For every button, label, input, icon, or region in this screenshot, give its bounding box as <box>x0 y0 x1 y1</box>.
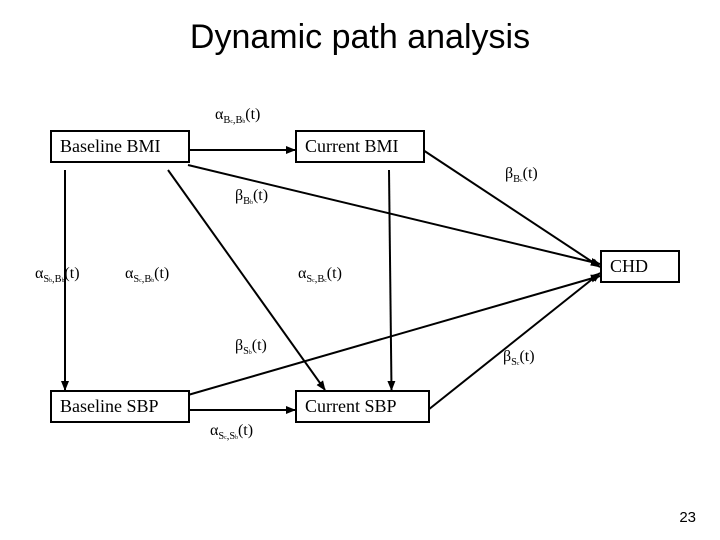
node-current_sbp: Current SBP <box>295 390 430 423</box>
edge-bsbp-chd <box>188 276 600 395</box>
edge-label-csbp-chd: βSc(t) <box>503 348 535 368</box>
edge-label-bbmi-bsbp: αSb,Bb(t) <box>35 265 80 285</box>
edge-label-bsbp-chd: βSb(t) <box>235 337 267 357</box>
path-diagram: Baseline BMI Current BMI CHD Baseline SBP Cu… <box>40 100 680 470</box>
page-title: Dynamic path analysis <box>0 0 720 57</box>
edge-label-bbmi-cbmi: αBc,Bb(t) <box>215 106 260 126</box>
node-current_bmi: Current BMI <box>295 130 425 163</box>
edge-label-bbmi-csbp: αSc,Bb(t) <box>125 265 169 285</box>
edge-label-bbmi-chd: βBb(t) <box>235 187 268 207</box>
page-number: 23 <box>679 509 696 526</box>
edge-bbmi-chd <box>188 165 600 264</box>
node-chd: CHD <box>600 250 680 283</box>
node-baseline_bmi: Baseline BMI <box>50 130 190 163</box>
node-baseline_sbp: Baseline SBP <box>50 390 190 423</box>
edge-label-bsbp-csbp: αSc,Sb(t) <box>210 422 253 442</box>
edge-label-cbmi-chd: βBc(t) <box>505 165 538 185</box>
edge-label-cbmi-csbp: αSc,Bc(t) <box>298 265 342 285</box>
edge-csbp-chd <box>428 273 600 410</box>
edge-cbmi-csbp <box>389 170 392 390</box>
